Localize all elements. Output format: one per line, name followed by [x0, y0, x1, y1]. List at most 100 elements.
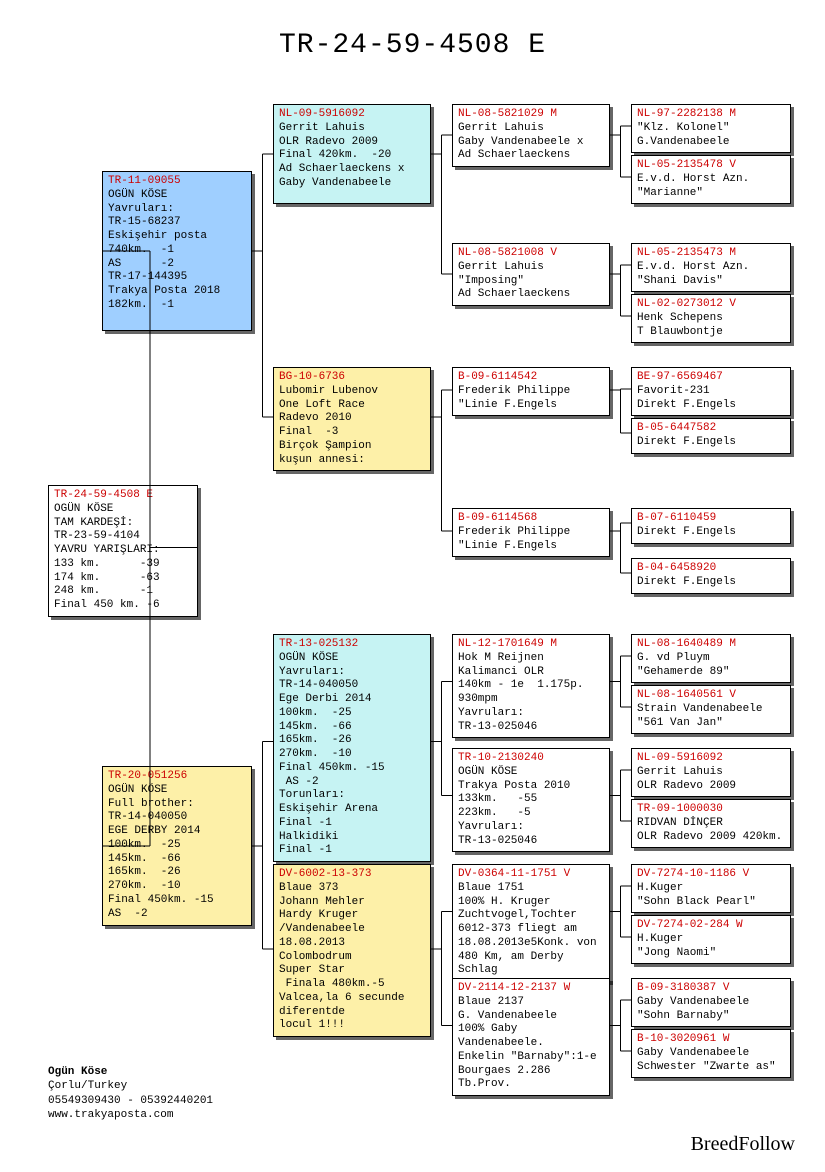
ring-number: NL-12-1701649 M: [458, 638, 604, 652]
ring-number: NL-05-2135478 V: [637, 159, 785, 173]
pedigree-title: TR-24-59-4508 E: [0, 30, 825, 61]
box-body: Lubomir Lubenov One Loft Race Radevo 201…: [279, 385, 378, 466]
box-body: OGÜN KÖSE Full brother: TR-14-040050 EGE…: [108, 784, 214, 920]
pedigree-box-p0: TR-24-59-4508 EOGÜN KÖSE TAM KARDEŞİ: TR…: [48, 485, 198, 617]
pedigree-box-sd: BG-10-6736Lubomir Lubenov One Loft Race …: [273, 367, 431, 471]
pedigree-box-d: TR-20-051256OGÜN KÖSE Full brother: TR-1…: [102, 766, 252, 926]
box-body: "Klz. Kolonel" G.Vandenabeele: [637, 122, 729, 148]
box-body: OGÜN KÖSE Yavruları: TR-14-040050 Ege De…: [279, 652, 385, 857]
ring-number: TR-11-09055: [108, 175, 246, 189]
ring-number: B-05-6447582: [637, 422, 785, 436]
ring-number: DV-7274-10-1186 V: [637, 868, 785, 882]
pedigree-box-ssds: NL-05-2135473 ME.v.d. Horst Azn. "Shani …: [631, 243, 791, 292]
pedigree-box-sddd: B-04-6458920Direkt F.Engels: [631, 558, 791, 594]
ring-number: B-09-6114568: [458, 512, 604, 526]
ring-number: TR-10-2130240: [458, 752, 604, 766]
pedigree-box-ddds: B-09-3180387 VGaby Vandenabeele "Sohn Ba…: [631, 978, 791, 1027]
pedigree-box-dds: DV-0364-11-1751 VBlaue 1751 100% H. Krug…: [452, 864, 610, 982]
box-body: Gerrit Lahuis "Imposing" Ad Schaerlaecke…: [458, 261, 570, 301]
ring-number: NL-08-1640561 V: [637, 689, 785, 703]
box-body: Frederik Philippe "Linie F.Engels: [458, 385, 570, 411]
owner-web: www.trakyaposta.com: [48, 1109, 173, 1121]
box-body: Gaby Vandenabeele Schwester "Zwarte as": [637, 1047, 776, 1073]
ring-number: TR-24-59-4508 E: [54, 489, 192, 503]
pedigree-box-sdd: B-09-6114568Frederik Philippe "Linie F.E…: [452, 508, 610, 557]
box-body: Blaue 1751 100% H. Kruger Zuchtvogel,Toc…: [458, 882, 597, 977]
brand-label: BreedFollow: [691, 1133, 795, 1156]
ring-number: BE-97-6569467: [637, 371, 785, 385]
pedigree-box-dsd: TR-10-2130240OGÜN KÖSE Trakya Posta 2010…: [452, 748, 610, 852]
pedigree-box-dsds: NL-09-5916092Gerrit Lahuis OLR Radevo 20…: [631, 748, 791, 797]
box-body: Strain Vandenabeele "561 Van Jan": [637, 703, 762, 729]
pedigree-box-ddsd: DV-7274-02-284 WH.Kuger "Jong Naomi": [631, 915, 791, 964]
pedigree-box-ssd: NL-08-5821008 VGerrit Lahuis "Imposing" …: [452, 243, 610, 306]
owner-name: Ogün Köse: [48, 1066, 107, 1078]
owner-block: Ogün Köse Çorlu/Turkey 05549309430 - 053…: [48, 1065, 213, 1122]
ring-number: B-10-3020961 W: [637, 1033, 785, 1047]
ring-number: NL-05-2135473 M: [637, 247, 785, 261]
pedigree-box-ds: TR-13-025132OGÜN KÖSE Yavruları: TR-14-0…: [273, 634, 431, 862]
box-body: G. vd Pluym "Gehamerde 89": [637, 652, 729, 678]
pedigree-box-sdsd: B-05-6447582Direkt F.Engels: [631, 418, 791, 454]
ring-number: TR-13-025132: [279, 638, 425, 652]
pedigree-box-sdds: B-07-6110459Direkt F.Engels: [631, 508, 791, 544]
box-body: Blaue 2137 G. Vandenabeele 100% Gaby Van…: [458, 996, 597, 1091]
pedigree-box-dss: NL-12-1701649 MHok M Reijnen Kalimanci O…: [452, 634, 610, 738]
box-body: Hok M Reijnen Kalimanci OLR 140km - 1e 1…: [458, 652, 583, 733]
box-body: Gerrit Lahuis OLR Radevo 2009 Final 420k…: [279, 122, 404, 189]
pedigree-box-sssd: NL-05-2135478 VE.v.d. Horst Azn. "Marian…: [631, 155, 791, 204]
box-body: Frederik Philippe "Linie F.Engels: [458, 526, 570, 552]
ring-number: B-09-3180387 V: [637, 982, 785, 996]
ring-number: BG-10-6736: [279, 371, 425, 385]
pedigree-box-dddd: B-10-3020961 WGaby Vandenabeele Schweste…: [631, 1029, 791, 1078]
ring-number: DV-2114-12-2137 W: [458, 982, 604, 996]
box-body: Direkt F.Engels: [637, 526, 736, 538]
box-body: H.Kuger "Sohn Black Pearl": [637, 882, 756, 908]
pedigree-box-dsss: NL-08-1640489 MG. vd Pluym "Gehamerde 89…: [631, 634, 791, 683]
box-body: OGÜN KÖSE Trakya Posta 2010 133km. -55 2…: [458, 766, 570, 847]
box-body: Gaby Vandenabeele "Sohn Barnaby": [637, 996, 749, 1022]
pedigree-box-s: TR-11-09055OGÜN KÖSE Yavruları: TR-15-68…: [102, 171, 252, 331]
ring-number: NL-02-0273012 V: [637, 298, 785, 312]
box-body: Direkt F.Engels: [637, 436, 736, 448]
ring-number: TR-20-051256: [108, 770, 246, 784]
box-body: Favorit-231 Direkt F.Engels: [637, 385, 736, 411]
box-body: Gerrit Lahuis OLR Radevo 2009: [637, 766, 736, 792]
owner-phone: 05549309430 - 05392440201: [48, 1095, 213, 1107]
ring-number: B-07-6110459: [637, 512, 785, 526]
box-body: OGÜN KÖSE TAM KARDEŞİ: TR-23-59-4104 YAV…: [54, 503, 160, 611]
ring-number: NL-09-5916092: [279, 108, 425, 122]
box-body: Blaue 373 Johann Mehler Hardy Kruger /Va…: [279, 882, 404, 1032]
pedigree-box-ssdd: NL-02-0273012 VHenk Schepens T Blauwbont…: [631, 294, 791, 343]
ring-number: DV-7274-02-284 W: [637, 919, 785, 933]
ring-number: NL-08-5821008 V: [458, 247, 604, 261]
ring-number: NL-08-1640489 M: [637, 638, 785, 652]
ring-number: B-09-6114542: [458, 371, 604, 385]
pedigree-box-dssd: NL-08-1640561 VStrain Vandenabeele "561 …: [631, 685, 791, 734]
pedigree-box-dd: DV-6002-13-373Blaue 373 Johann Mehler Ha…: [273, 864, 431, 1037]
ring-number: B-04-6458920: [637, 562, 785, 576]
ring-number: NL-08-5821029 M: [458, 108, 604, 122]
pedigree-box-sss: NL-08-5821029 MGerrit Lahuis Gaby Vanden…: [452, 104, 610, 167]
box-body: E.v.d. Horst Azn. "Marianne": [637, 173, 749, 199]
box-body: OGÜN KÖSE Yavruları: TR-15-68237 Eskişeh…: [108, 189, 220, 311]
box-body: Direkt F.Engels: [637, 576, 736, 588]
ring-number: TR-09-1000030: [637, 803, 785, 817]
box-body: H.Kuger "Jong Naomi": [637, 933, 716, 959]
box-body: E.v.d. Horst Azn. "Shani Davis": [637, 261, 749, 287]
ring-number: DV-6002-13-373: [279, 868, 425, 882]
pedigree-box-dsdd: TR-09-1000030RIDVAN DİNÇER OLR Radevo 20…: [631, 799, 791, 848]
ring-number: NL-97-2282138 M: [637, 108, 785, 122]
pedigree-box-ddss: DV-7274-10-1186 VH.Kuger "Sohn Black Pea…: [631, 864, 791, 913]
box-body: Gerrit Lahuis Gaby Vandenabeele x Ad Sch…: [458, 122, 583, 162]
pedigree-box-ssss: NL-97-2282138 M"Klz. Kolonel" G.Vandenab…: [631, 104, 791, 153]
pedigree-box-ss: NL-09-5916092Gerrit Lahuis OLR Radevo 20…: [273, 104, 431, 204]
ring-number: DV-0364-11-1751 V: [458, 868, 604, 882]
owner-city: Çorlu/Turkey: [48, 1080, 127, 1092]
pedigree-box-sdss: BE-97-6569467Favorit-231 Direkt F.Engels: [631, 367, 791, 416]
box-body: Henk Schepens T Blauwbontje: [637, 312, 723, 338]
ring-number: NL-09-5916092: [637, 752, 785, 766]
pedigree-box-sds: B-09-6114542Frederik Philippe "Linie F.E…: [452, 367, 610, 416]
box-body: RIDVAN DİNÇER OLR Radevo 2009 420km.: [637, 817, 782, 843]
pedigree-box-ddd: DV-2114-12-2137 WBlaue 2137 G. Vandenabe…: [452, 978, 610, 1096]
